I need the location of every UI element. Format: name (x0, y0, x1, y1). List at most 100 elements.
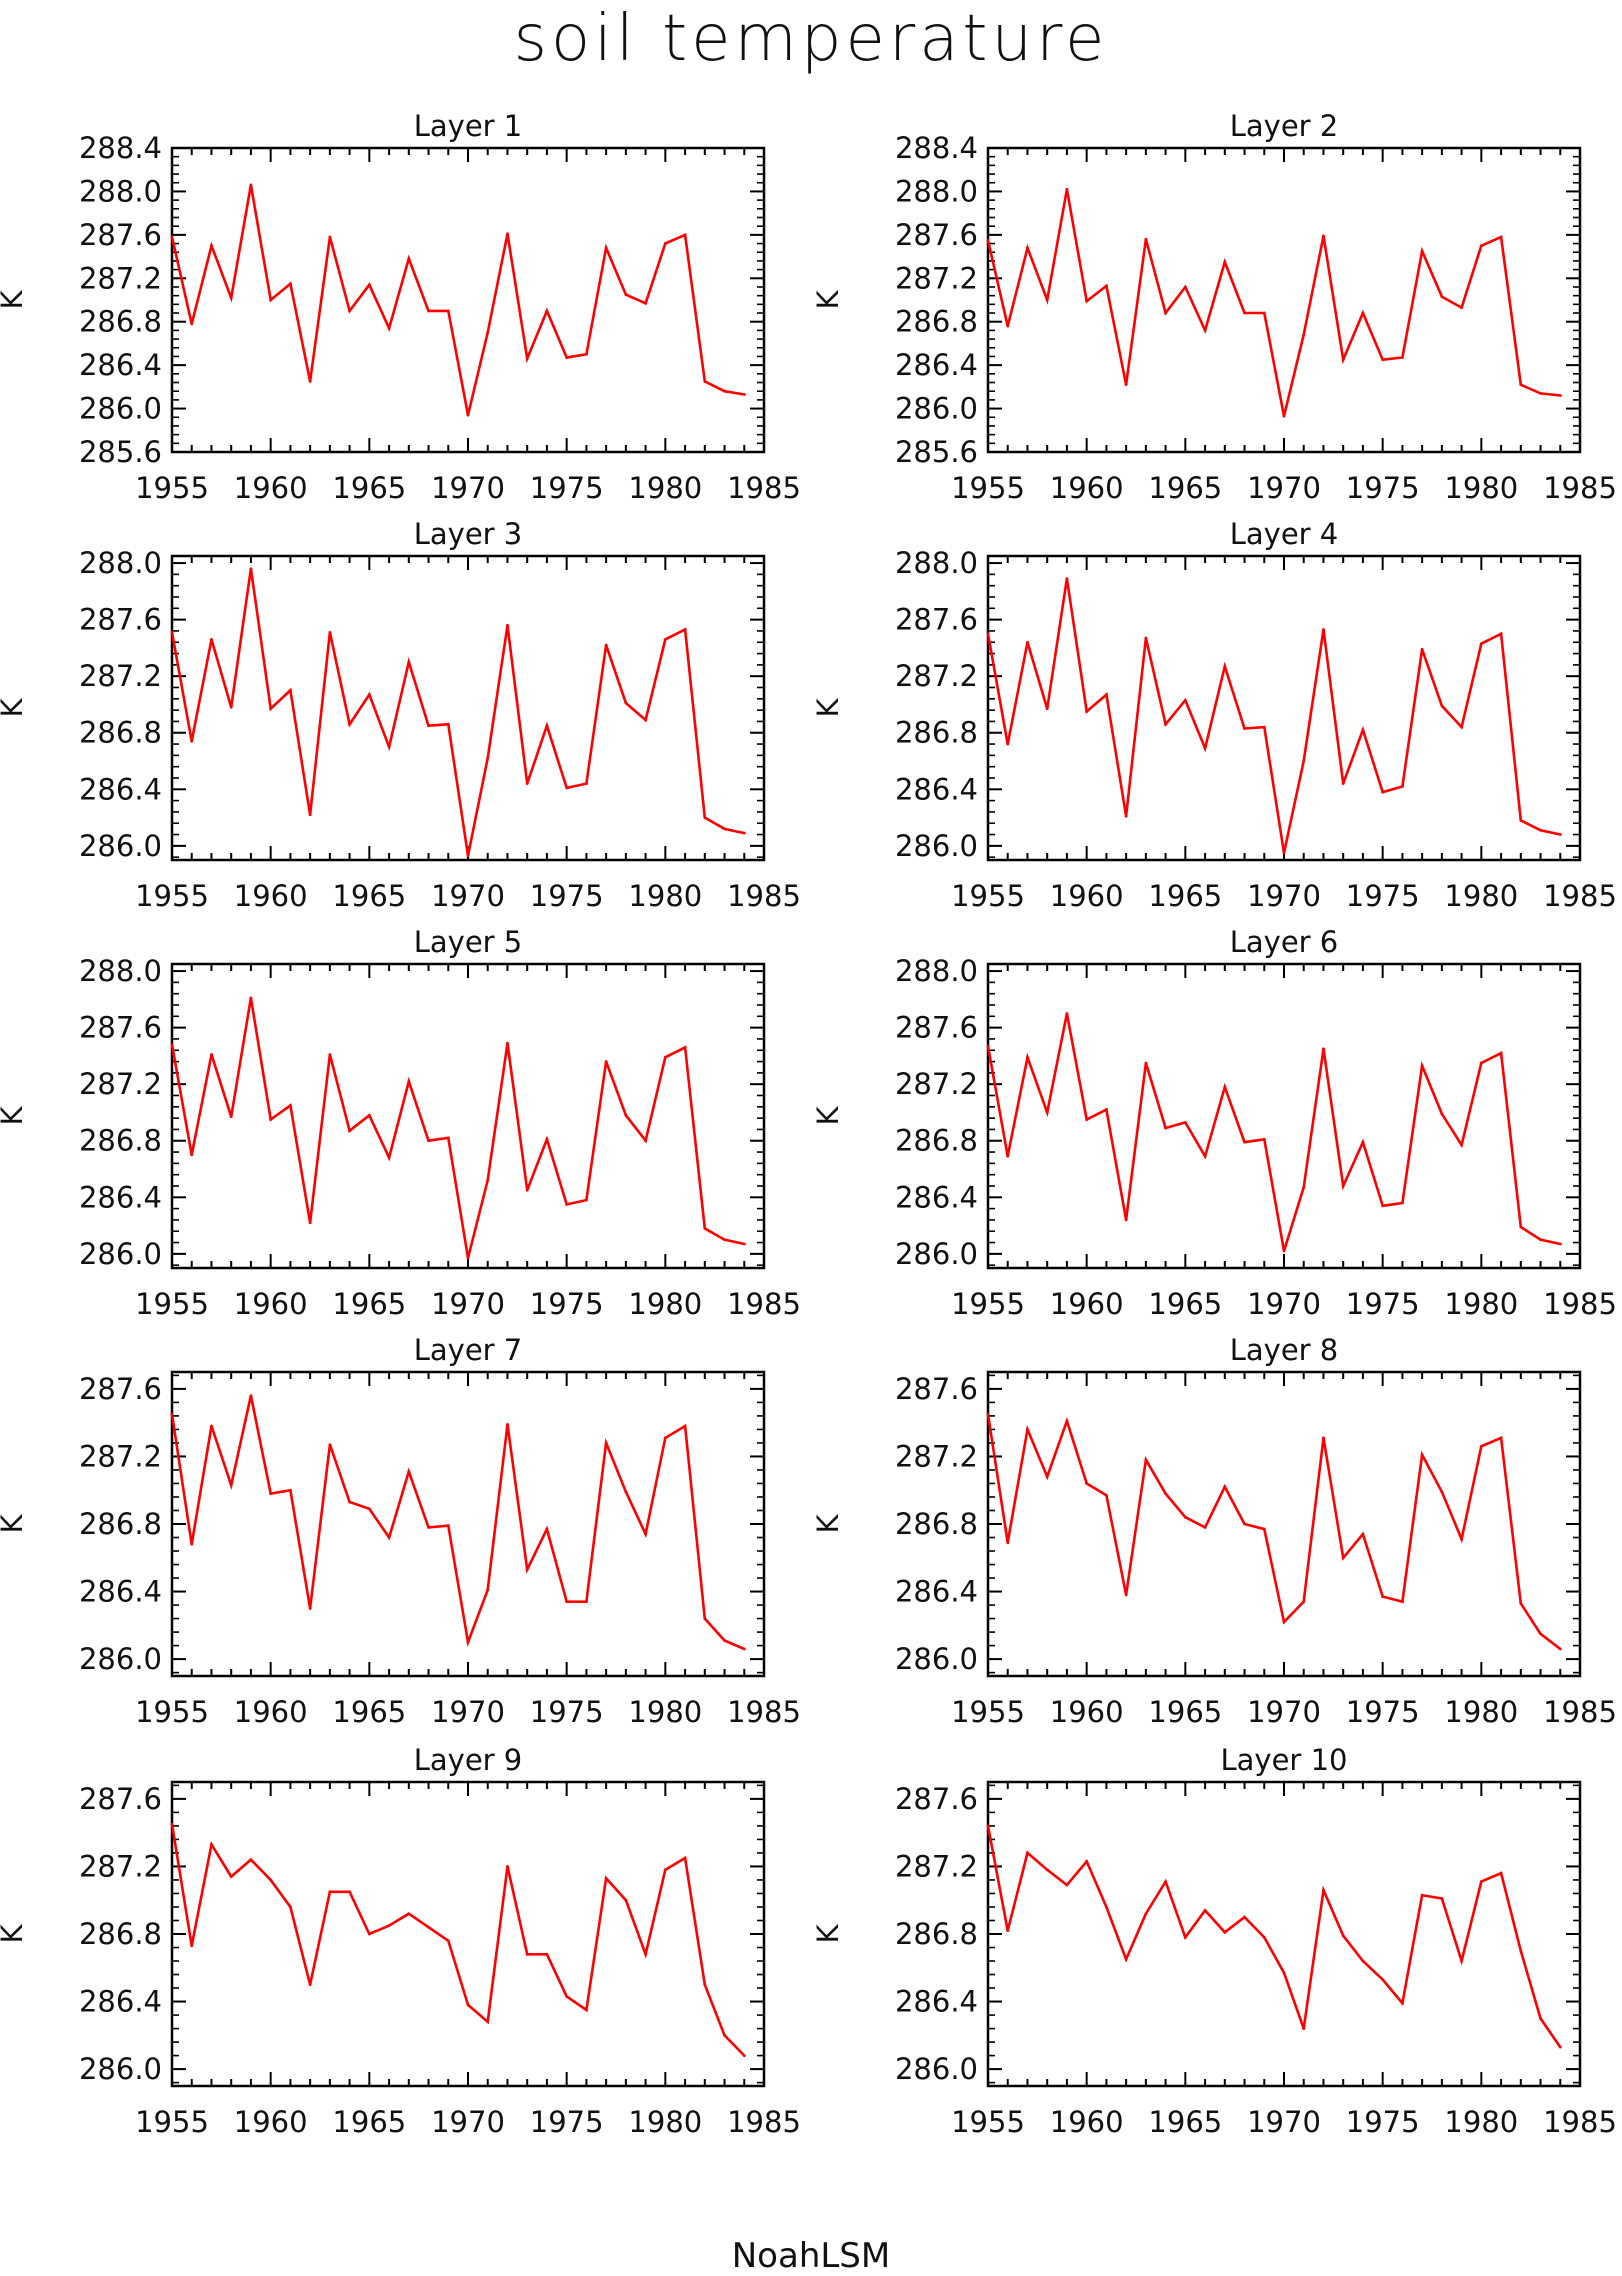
data-point (525, 1568, 529, 1571)
panel-layer-8: Layer 8 K 1955 1960 1965 1970 1975 1980 1985 286.… (811, 1333, 1617, 1729)
data-point (506, 623, 509, 627)
data-point (229, 705, 233, 709)
x-tick-label: 1980 (1444, 1287, 1518, 1321)
x-tick-label: 1985 (1543, 1695, 1617, 1729)
data-point (1105, 284, 1108, 288)
y-tick-label: 286.8 (895, 305, 978, 339)
x-tick-label: 1960 (1050, 2105, 1124, 2139)
data-point (466, 2003, 470, 2007)
data-point (1124, 1218, 1128, 1222)
data-point (170, 1412, 174, 1416)
y-tick-label: 286.0 (895, 392, 978, 426)
data-point (1223, 1930, 1227, 1934)
x-tick-label: 1960 (234, 1287, 308, 1321)
data-point (1223, 664, 1227, 668)
data-point (742, 1647, 746, 1651)
data-point (387, 326, 391, 330)
data-point (367, 1507, 371, 1511)
y-tick-label: 287.6 (79, 603, 162, 637)
data-point (1519, 819, 1523, 822)
data-point (210, 244, 213, 248)
plot-frame (986, 962, 1582, 1270)
x-tick-label: 1955 (135, 879, 209, 913)
data-point (446, 722, 450, 726)
data-point (1420, 249, 1424, 253)
data-point (486, 1588, 490, 1592)
y-tick-label: 286.4 (79, 1575, 162, 1609)
data-point (742, 831, 746, 835)
data-point (1006, 1929, 1010, 1933)
data-point (1499, 632, 1503, 636)
y-axis-label: K (811, 1514, 845, 1534)
y-tick-label: 288.4 (79, 131, 162, 165)
data-point (1124, 1593, 1128, 1597)
y-tick-label: 286.4 (895, 772, 978, 806)
plot-frame (986, 1780, 1582, 2088)
data-point (683, 1856, 687, 1860)
data-point (723, 1238, 726, 1242)
data-point (1203, 1908, 1207, 1912)
x-tick-label: 1975 (1346, 879, 1420, 913)
data-point (407, 660, 411, 664)
page-title: soil temperature (513, 2, 1109, 76)
data-point (1006, 742, 1010, 746)
data-point (1124, 814, 1128, 818)
data-point (1065, 1883, 1069, 1887)
data-point (1065, 577, 1069, 581)
x-tick-label: 1960 (234, 1695, 308, 1729)
panel-title: Layer 10 (1221, 1743, 1348, 1777)
panel-title: Layer 8 (1230, 1333, 1339, 1367)
data-point (1420, 1064, 1424, 1068)
panel-title: Layer 6 (1230, 925, 1339, 959)
footer-text: NoahLSM (731, 2236, 891, 2276)
data-point (1164, 722, 1167, 726)
data-point (1322, 1436, 1325, 1440)
data-point (1243, 727, 1246, 730)
data-point (703, 1617, 707, 1620)
data-point (1243, 1522, 1246, 1526)
data-point (1085, 299, 1089, 303)
y-tick-label: 286.8 (79, 1124, 162, 1158)
data-point (1302, 2027, 1306, 2030)
data-point (1065, 187, 1069, 191)
y-tick-label: 286.8 (79, 1507, 162, 1541)
data-point (506, 1422, 509, 1426)
x-tick-label: 1985 (727, 879, 801, 913)
y-tick-label: 288.0 (895, 174, 978, 208)
data-point (1262, 311, 1266, 315)
y-tick-label: 287.2 (79, 1067, 162, 1101)
data-point (1361, 728, 1365, 732)
y-tick-label: 287.6 (79, 1372, 162, 1406)
x-tick-label: 1980 (628, 1287, 702, 1321)
data-point (190, 1153, 194, 1157)
data-point (1440, 1112, 1444, 1116)
x-tick-label: 1985 (1543, 1287, 1617, 1321)
x-tick-label: 1955 (951, 1287, 1025, 1321)
data-point (986, 1044, 990, 1048)
x-tick-label: 1960 (234, 471, 308, 505)
data-point (703, 380, 707, 383)
data-point (1341, 782, 1345, 786)
data-point (1361, 1140, 1365, 1144)
data-point (565, 786, 569, 790)
data-point (1558, 2045, 1562, 2049)
x-tick-label: 1980 (628, 471, 702, 505)
plot-frame (170, 146, 766, 454)
data-point (446, 309, 450, 313)
data-point (1539, 828, 1542, 832)
data-point (289, 1488, 292, 1492)
data-point (1026, 640, 1029, 644)
y-tick-label: 286.4 (79, 1180, 162, 1214)
data-point (1282, 1971, 1286, 1975)
panel-layer-1: Layer 1 K 1955 1960 1965 1970 1975 1980 1985 285.… (0, 109, 801, 505)
x-tick-label: 1965 (332, 471, 406, 505)
data-point (446, 1136, 450, 1140)
data-point (644, 1952, 647, 1956)
data-point (683, 1424, 687, 1428)
y-tick-label: 287.2 (79, 659, 162, 693)
y-tick-label: 287.6 (895, 603, 978, 637)
data-point (1203, 746, 1207, 750)
y-tick-label: 286.4 (895, 1575, 978, 1609)
data-point (427, 724, 430, 728)
data-point (604, 1876, 608, 1880)
